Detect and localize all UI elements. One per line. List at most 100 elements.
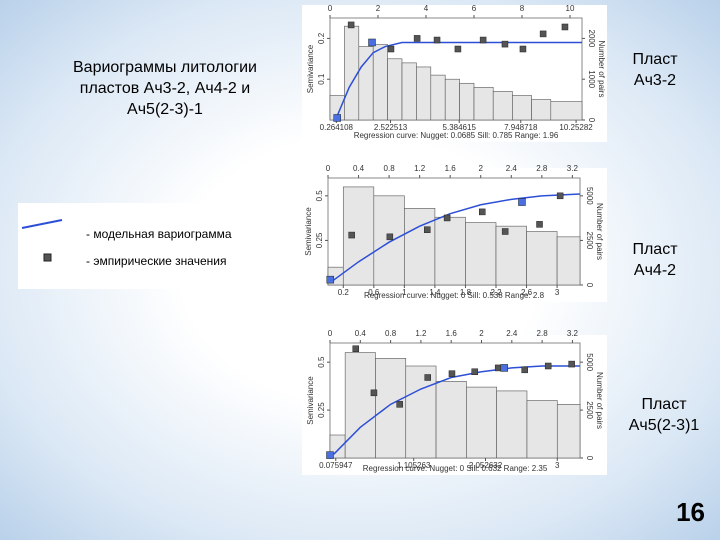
legend-model: - модельная вариограмма — [86, 227, 232, 241]
empirical-point — [396, 401, 403, 408]
x-tick-label: 2.4 — [506, 164, 518, 173]
empirical-point — [352, 345, 360, 352]
pair-count-bar — [459, 82, 475, 121]
empirical-point — [386, 233, 394, 241]
pair-count-bar — [387, 58, 403, 121]
empirical-point — [333, 114, 341, 122]
pair-count-bar — [401, 62, 417, 121]
x-tick-label: 1.6 — [446, 329, 458, 338]
y2-tick-label: 2500 — [585, 401, 594, 419]
x-tick-label: 2.8 — [537, 329, 549, 338]
empirical-point — [561, 23, 569, 31]
x-tick-label: 2 — [479, 164, 484, 173]
x-tick-label: 0.8 — [384, 164, 396, 173]
pair-count-bar — [444, 78, 460, 121]
empirical-point — [544, 362, 552, 370]
x-tick-label: 0 — [326, 164, 331, 173]
x-tick-label: 0.4 — [353, 164, 365, 173]
pair-count-bar — [531, 99, 552, 121]
x-tick-label: 3.2 — [567, 329, 579, 338]
y2-tick-label: 0 — [585, 456, 594, 461]
pair-count-bar — [466, 386, 497, 459]
empirical-point — [536, 221, 543, 228]
bottom-tick-label: 1.105263 — [397, 461, 431, 470]
legend-line — [21, 219, 63, 229]
x-tick-label: 8 — [520, 4, 525, 13]
bottom-tick-label: 0.075947 — [319, 461, 353, 470]
pair-count-bar — [526, 400, 558, 459]
pair-count-bar — [372, 44, 388, 121]
x-tick-label: 3.2 — [567, 164, 579, 173]
empirical-point — [556, 192, 564, 200]
pair-count-bar — [496, 390, 528, 459]
pair-count-bar — [404, 208, 436, 286]
pair-count-bar — [375, 358, 407, 459]
y2-axis-label: Number of pairs — [597, 41, 606, 98]
bottom-tick-label: 1.4 — [429, 288, 441, 297]
model-curve — [336, 41, 582, 117]
slide-title: Вариограммы литологии пластов Ач3-2, Ач4-… — [73, 59, 257, 118]
model-curve — [331, 193, 581, 283]
y2-tick-label: 0 — [585, 283, 594, 288]
pair-count-bar — [430, 74, 446, 121]
bottom-tick-label: 2.6 — [521, 288, 533, 297]
empirical-point — [479, 208, 486, 216]
bottom-tick-label: 7.948718 — [504, 123, 538, 132]
legend-box — [18, 203, 270, 289]
pair-count-bar — [373, 195, 405, 286]
regression-footer: Regression curve: Nugget: 0.0685 Sill: 0… — [354, 131, 559, 140]
regression-footer: Regression curve: Nugget: 0 Sill: 0.632 … — [363, 464, 548, 473]
bottom-tick-label: 0.2 — [338, 288, 350, 297]
pair-count-bar — [358, 46, 374, 121]
empirical-point — [443, 214, 451, 222]
empirical-point — [501, 228, 509, 235]
bottom-tick-label: 5.384615 — [443, 123, 477, 132]
empirical-point — [494, 364, 502, 372]
pair-count-bar — [556, 404, 581, 459]
bottom-tick-label: 3 — [555, 288, 560, 297]
pair-count-bar — [435, 381, 467, 459]
y2-tick-label: 2000 — [587, 30, 596, 48]
x-tick-label: 0.8 — [385, 329, 397, 338]
x-tick-label: 0 — [328, 329, 333, 338]
x-tick-label: 1.2 — [414, 164, 426, 173]
empirical-point — [433, 36, 441, 44]
page-number: 16 — [676, 497, 705, 527]
pair-count-bar — [550, 101, 583, 121]
bottom-tick-label: 2.052632 — [469, 461, 503, 470]
y-tick-label: 0.5 — [315, 190, 324, 202]
empirical-point — [519, 45, 527, 53]
empirical-point — [413, 35, 421, 42]
empirical-point — [424, 226, 431, 233]
x-tick-label: 2 — [479, 329, 484, 338]
regression-footer: Regression curve: Nugget: 0 Sill: 0.538 … — [364, 291, 545, 300]
pair-count-bar — [344, 25, 360, 121]
pair-count-bar — [495, 225, 527, 286]
x-tick-label: 2 — [376, 4, 381, 13]
y2-tick-label: 2500 — [585, 232, 594, 250]
y2-tick-label: 1000 — [587, 70, 596, 88]
empirical-point — [368, 38, 376, 47]
y2-axis-label: Number of pairs — [595, 372, 604, 429]
y2-tick-label: 0 — [587, 118, 596, 123]
x-tick-label: 2.8 — [536, 164, 548, 173]
empirical-point — [501, 40, 509, 48]
pair-count-bar — [344, 352, 376, 459]
empirical-point — [387, 45, 395, 53]
y-tick-label: 0.2 — [317, 32, 326, 44]
y-axis-label: Semivariance — [306, 376, 315, 425]
y2-tick-label: 5000 — [585, 187, 594, 205]
empirical-point — [479, 36, 487, 44]
bottom-tick-label: 1 — [402, 288, 407, 297]
x-tick-label: 6 — [472, 4, 477, 13]
y-tick-label: 0.25 — [315, 232, 324, 248]
x-tick-label: 10 — [566, 4, 575, 13]
layer-label: Пласт Ач5(2-3)1 — [629, 396, 700, 434]
empirical-point — [424, 374, 431, 381]
empirical-point — [454, 45, 462, 53]
y-tick-label: 0.5 — [317, 356, 326, 368]
y2-axis-label: Number of pairs — [595, 203, 604, 260]
y-tick-label: 0.25 — [317, 402, 326, 418]
empirical-point — [348, 231, 355, 239]
layer-label: Пласт Ач4-2 — [632, 241, 678, 279]
